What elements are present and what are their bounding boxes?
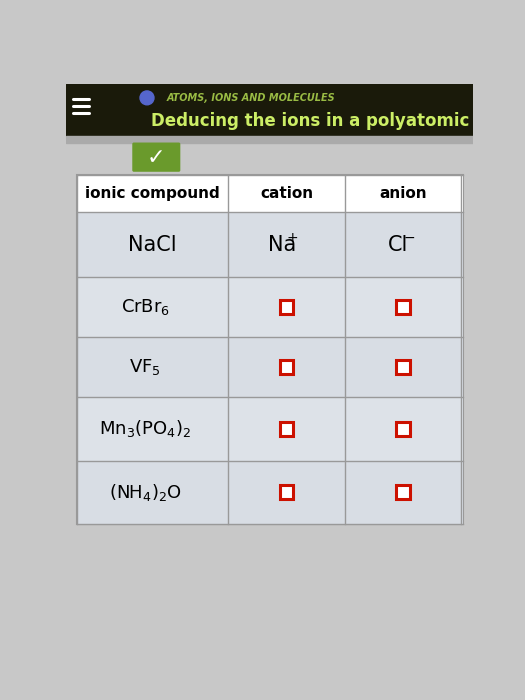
Bar <box>77 175 463 524</box>
Text: CrBr$_6$: CrBr$_6$ <box>121 298 170 317</box>
Text: (NH$_4$)$_2$O: (NH$_4$)$_2$O <box>109 482 182 503</box>
Bar <box>77 337 463 398</box>
Text: VF$_5$: VF$_5$ <box>129 358 161 377</box>
Text: Mn$_3$(PO$_4$)$_2$: Mn$_3$(PO$_4$)$_2$ <box>99 419 191 440</box>
Bar <box>77 175 463 212</box>
Bar <box>279 422 293 436</box>
Bar <box>396 300 410 314</box>
Text: ATOMS, IONS AND MOLECULES: ATOMS, IONS AND MOLECULES <box>166 93 335 103</box>
Text: NaCl: NaCl <box>129 234 177 255</box>
Circle shape <box>140 91 154 105</box>
Bar <box>279 485 293 499</box>
Text: +: + <box>287 230 299 244</box>
Bar <box>66 136 472 143</box>
Text: cation: cation <box>260 186 313 201</box>
Bar <box>396 422 410 436</box>
Bar <box>77 277 463 337</box>
Text: ✓: ✓ <box>147 148 165 168</box>
Bar <box>396 485 410 499</box>
Bar <box>279 300 293 314</box>
Bar <box>77 398 463 461</box>
Bar <box>77 212 463 277</box>
Bar <box>77 175 463 212</box>
Text: anion: anion <box>379 186 426 201</box>
Text: −: − <box>404 230 416 244</box>
Text: Cl: Cl <box>388 235 408 256</box>
Bar <box>66 84 472 136</box>
Text: ionic compound: ionic compound <box>86 186 220 201</box>
Bar <box>396 360 410 374</box>
Text: Na: Na <box>268 235 296 256</box>
FancyBboxPatch shape <box>132 143 180 172</box>
Bar <box>77 461 463 524</box>
Text: Deducing the ions in a polyatomic: Deducing the ions in a polyatomic <box>151 112 469 130</box>
Bar <box>279 360 293 374</box>
